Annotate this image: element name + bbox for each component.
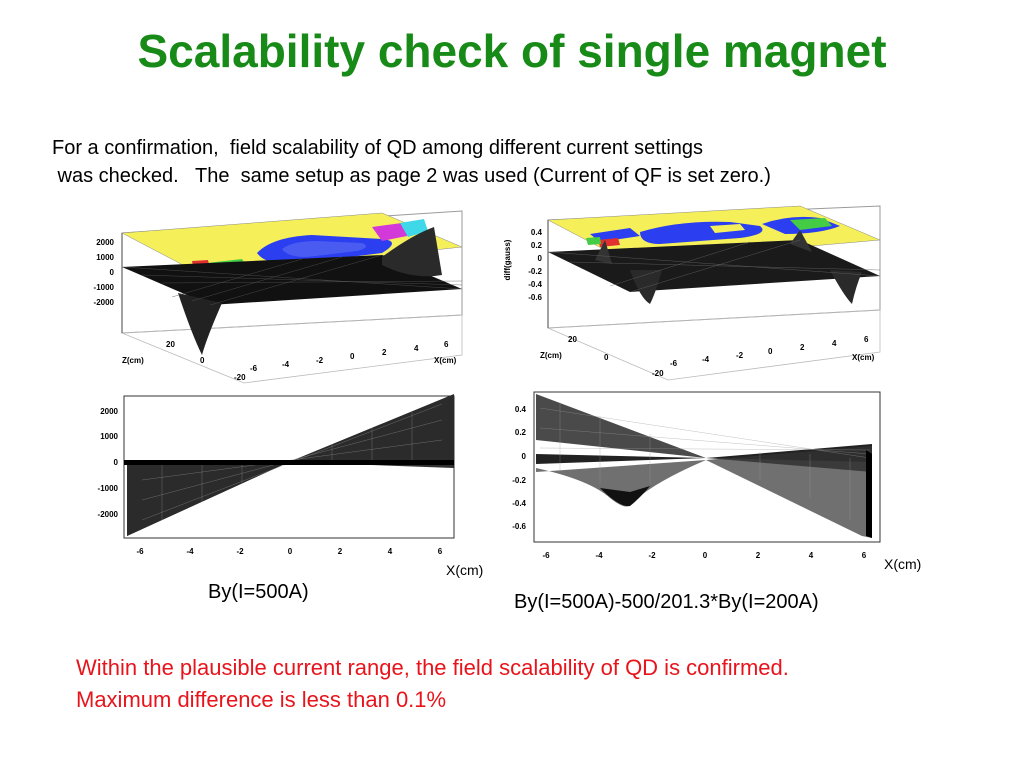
- br-ytick-3: -0.2: [512, 476, 526, 485]
- tl-ytick-2: 0: [110, 268, 115, 277]
- tr-xtick-6: 6: [864, 335, 869, 344]
- tr-ztick-0: 20: [568, 335, 577, 344]
- projection-plot-by-500a: 2000 1000 0 -1000 -2000 -6 -4 -2 0 2 4 6: [82, 390, 472, 562]
- caption-difference: By(I=500A)-500/201.3*By(I=200A): [514, 591, 819, 613]
- projection-plot-right-svg: 0.4 0.2 0 -0.2 -0.4 -0.6 -6 -4 -2 0 2 4 …: [512, 391, 881, 560]
- br-xtick-6: 6: [862, 551, 867, 560]
- conclusion-line-2: Maximum difference is less than 0.1%: [76, 687, 447, 712]
- bl-ytick-2: 0: [114, 458, 119, 467]
- bl-xtick-1: -4: [186, 547, 194, 556]
- page-title: Scalability check of single magnet: [137, 25, 887, 77]
- surface-plot-by-500a: 2000 1000 0 -1000 -2000 Z(cm) 20 0 -20 -…: [82, 205, 472, 385]
- tl-xtick-1: -4: [282, 360, 290, 369]
- conclusion-line-1: Within the plausible current range, the …: [76, 655, 789, 680]
- bl-xtick-2: -2: [236, 547, 244, 556]
- br-ytick-0: 0.4: [515, 405, 527, 414]
- bl-xtick-0: -6: [136, 547, 144, 556]
- bl-ytick-0: 2000: [100, 407, 118, 416]
- intro-line-1: For a confirmation, field scalability of…: [52, 137, 704, 159]
- br-xtick-0: -6: [542, 551, 550, 560]
- tl-ztick-1: 0: [200, 356, 205, 365]
- projection-plot-left-svg: 2000 1000 0 -1000 -2000 -6 -4 -2 0 2 4 6: [98, 394, 455, 556]
- bl-ytick-4: -2000: [98, 510, 119, 519]
- tl-zlabel: Z(cm): [122, 356, 144, 365]
- tl-xtick-5: 4: [414, 344, 419, 353]
- tr-xlabel: X(cm): [852, 353, 875, 362]
- br-ytick-1: 0.2: [515, 428, 527, 437]
- tr-ytick-0: 0.4: [531, 228, 543, 237]
- bottom-right-x-unit: X(cm): [884, 556, 922, 572]
- bl-ytick-1: 1000: [100, 432, 118, 441]
- surface-plot-left-svg: 2000 1000 0 -1000 -2000 Z(cm) 20 0 -20 -…: [94, 210, 463, 384]
- br-ytick-2: 0: [522, 452, 527, 461]
- bl-xtick-3: 0: [288, 547, 293, 556]
- tr-zlabel: Z(cm): [540, 351, 562, 360]
- caption-by-500a: By(I=500A): [208, 581, 309, 603]
- tl-xtick-6: 6: [444, 340, 449, 349]
- tr-xtick-2: -2: [736, 351, 744, 360]
- tr-ytick-1: 0.2: [531, 241, 543, 250]
- tr-ytick-4: -0.4: [528, 280, 542, 289]
- tl-ytick-0: 2000: [96, 238, 114, 247]
- tr-ylabel: diff(gauss): [503, 239, 512, 280]
- bl-xtick-6: 6: [438, 547, 443, 556]
- tr-xtick-0: -6: [670, 359, 678, 368]
- br-xtick-4: 2: [756, 551, 761, 560]
- tr-xtick-3: 0: [768, 347, 773, 356]
- tr-xtick-4: 2: [800, 343, 805, 352]
- tr-ytick-2: 0: [538, 254, 543, 263]
- br-xtick-5: 4: [809, 551, 814, 560]
- bl-xtick-4: 2: [338, 547, 343, 556]
- bl-xtick-5: 4: [388, 547, 393, 556]
- bottom-left-x-unit: X(cm): [446, 562, 484, 578]
- tl-ztick-0: 20: [166, 340, 175, 349]
- tl-xtick-3: 0: [350, 352, 355, 361]
- tl-ztick-2: -20: [234, 373, 246, 382]
- br-xtick-3: 0: [703, 551, 708, 560]
- tl-xtick-2: -2: [316, 356, 324, 365]
- tl-xtick-0: -6: [250, 364, 258, 373]
- br-ytick-5: -0.6: [512, 522, 526, 531]
- tr-ztick-1: 0: [604, 353, 609, 362]
- tl-ytick-3: -1000: [94, 283, 115, 292]
- intro-line-2: was checked. The same setup as page 2 wa…: [52, 165, 771, 187]
- br-xtick-1: -4: [595, 551, 603, 560]
- tl-xlabel: X(cm): [434, 356, 457, 365]
- conclusion-text: Within the plausible current range, the …: [76, 652, 789, 716]
- tr-ytick-5: -0.6: [528, 293, 542, 302]
- intro-text: For a confirmation, field scalability of…: [52, 134, 771, 190]
- tl-xtick-4: 2: [382, 348, 387, 357]
- projection-plot-difference: 0.4 0.2 0 -0.2 -0.4 -0.6 -6 -4 -2 0 2 4 …: [500, 388, 885, 560]
- br-xtick-2: -2: [648, 551, 656, 560]
- tr-xtick-5: 4: [832, 339, 837, 348]
- tr-ytick-3: -0.2: [528, 267, 542, 276]
- tl-ytick-1: 1000: [96, 253, 114, 262]
- tl-ytick-4: -2000: [94, 298, 115, 307]
- bl-ytick-3: -1000: [98, 484, 119, 493]
- tr-xtick-1: -4: [702, 355, 710, 364]
- surface-plot-difference: diff(gauss) 0.4 0.2 0 -0.2 -0.4 -0.6 Z(c…: [500, 200, 885, 385]
- surface-plot-right-svg: diff(gauss) 0.4 0.2 0 -0.2 -0.4 -0.6 Z(c…: [503, 205, 881, 381]
- br-ytick-4: -0.4: [512, 499, 526, 508]
- tr-ztick-2: -20: [652, 369, 664, 378]
